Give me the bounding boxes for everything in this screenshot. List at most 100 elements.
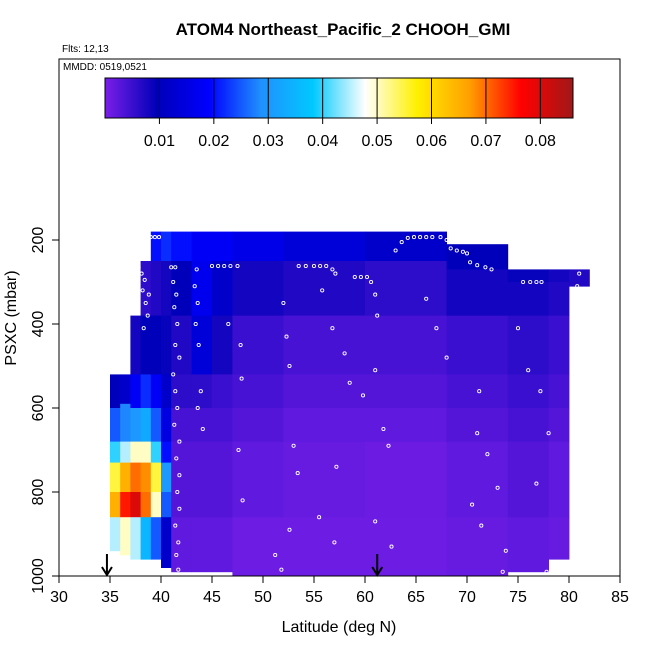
sample-marker-15 — [171, 279, 176, 285]
sample-marker-110 — [468, 260, 473, 265]
sample-marker-22 — [173, 389, 178, 394]
sample-marker-123 — [544, 569, 549, 574]
sample-marker-121 — [546, 431, 551, 436]
sample-marker-85 — [389, 544, 394, 549]
heatmap-cell-10-6 — [283, 517, 366, 577]
sample-marker-47 — [226, 321, 231, 327]
heatmap-cell-7-5 — [191, 441, 213, 518]
sample-marker-114 — [521, 279, 526, 285]
sample-marker-86 — [393, 248, 398, 253]
sample-marker-83 — [386, 443, 391, 448]
colorbar-tick-label-3: 0.04 — [307, 133, 338, 150]
sample-marker-96 — [454, 248, 459, 253]
sample-marker-6 — [139, 271, 144, 276]
heatmap-cell-6-3 — [171, 374, 192, 409]
heatmap-cell-12-4 — [446, 408, 509, 442]
x-axis-label: Latitude (deg N) — [282, 619, 397, 636]
heatmap-cells — [110, 231, 590, 577]
sample-marker-40 — [195, 405, 200, 411]
sample-marker-117 — [539, 279, 544, 285]
x-tick-label-2: 40 — [152, 589, 170, 606]
heatmap-cell-12-0 — [446, 244, 509, 270]
heatmap-cell-6-5 — [171, 441, 192, 518]
sample-marker-100 — [434, 326, 439, 331]
sample-marker-99 — [424, 296, 429, 301]
colorbar: 0.01 0.02 0.03 0.04 0.05 0.06 0.07 0.08 — [104, 77, 574, 150]
heatmap-cell-4-7 — [150, 492, 162, 518]
heatmap-cell-3-0 — [140, 261, 152, 316]
colorbar-tick-label-6: 0.07 — [470, 133, 501, 150]
heatmap-cell-11-3 — [365, 374, 447, 409]
sample-marker-34 — [194, 267, 199, 272]
sample-marker-94 — [444, 237, 449, 243]
heatmap-cell-8-0 — [212, 231, 233, 262]
sample-marker-3 — [152, 235, 157, 240]
heatmap-cell-2-6 — [130, 517, 141, 560]
x-tick-label-6: 60 — [356, 589, 374, 606]
colorbar-tick-label-4: 0.05 — [362, 133, 393, 150]
heatmap-cell-2-2 — [130, 408, 141, 442]
y-tick-label-2: 600 — [30, 395, 47, 422]
heatmap-cell-13-4 — [507, 408, 549, 442]
sample-marker-98 — [464, 251, 470, 256]
sample-marker-76 — [358, 274, 363, 280]
sample-marker-104 — [485, 452, 490, 457]
sample-marker-33 — [176, 567, 181, 572]
sample-marker-81 — [373, 368, 378, 373]
x-tick-label-8: 70 — [458, 589, 476, 606]
heatmap-cell-3-6 — [140, 492, 152, 518]
heatmap-cell-14-0 — [548, 269, 570, 283]
sample-marker-18 — [175, 321, 180, 327]
sample-marker-42 — [209, 263, 215, 269]
heatmap-cell-7-4 — [191, 408, 213, 442]
sample-marker-16 — [174, 292, 179, 297]
heatmap-cell-8-1 — [212, 261, 233, 316]
plot-frame — [58, 58, 621, 577]
x-tick-label-3: 45 — [203, 589, 221, 606]
heatmap-cell-11-1 — [365, 261, 447, 316]
sample-marker-24 — [172, 422, 177, 427]
heatmap-cell-6-6 — [171, 517, 192, 573]
sample-marker-91 — [424, 235, 429, 240]
heatmap-cell-4-6 — [150, 462, 162, 493]
heatmap-cell-7-1 — [191, 261, 213, 316]
sample-marker-108 — [503, 548, 508, 553]
sample-marker-20 — [177, 355, 182, 360]
heatmap-cell-5-5 — [161, 441, 172, 463]
heatmap-cell-14-2 — [548, 315, 570, 375]
sample-marker-111 — [475, 263, 480, 268]
heatmap-cell-8-6 — [212, 517, 233, 573]
heatmap-cell-2-4 — [130, 462, 141, 493]
sample-marker-112 — [483, 265, 488, 270]
heatmap-cell-11-6 — [365, 517, 447, 577]
sample-marker-4 — [156, 235, 162, 240]
sample-marker-56 — [295, 471, 300, 476]
heatmap-cell-13-1 — [507, 282, 549, 316]
sample-marker-97 — [460, 249, 465, 254]
sample-marker-92 — [430, 235, 435, 240]
colorbar-tick-label-7: 0.08 — [525, 133, 556, 150]
y-tick-label-4: 1000 — [30, 558, 47, 594]
heatmap-cell-1-5 — [120, 517, 131, 556]
sample-marker-21 — [171, 372, 176, 377]
heatmap-cell-9-6 — [232, 517, 284, 577]
sample-marker-38 — [196, 342, 201, 348]
heatmap-cell-11-0 — [365, 231, 447, 262]
sample-marker-46 — [235, 263, 240, 269]
heatmap-cell-15-0 — [569, 269, 590, 287]
heatmap-cell-10-2 — [283, 315, 366, 375]
y-tick-label-3: 800 — [30, 479, 47, 506]
colorbar-tick-label-5: 0.06 — [416, 133, 447, 150]
sample-marker-28 — [175, 489, 180, 495]
heatmap-cell-3-2 — [140, 374, 152, 409]
x-tick-label-10: 80 — [560, 589, 578, 606]
heatmap-cell-2-1 — [130, 374, 141, 409]
heatmap-cell-0-0 — [110, 374, 121, 409]
sample-marker-14 — [173, 265, 178, 270]
sample-marker-30 — [173, 523, 178, 528]
heatmap-cell-10-3 — [283, 374, 366, 409]
heatmap-cell-13-0 — [507, 269, 549, 283]
heatmap-cell-4-2 — [150, 315, 162, 375]
